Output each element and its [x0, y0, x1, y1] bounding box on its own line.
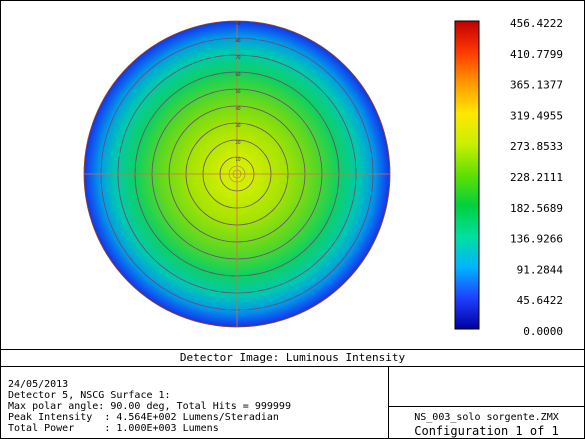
- chart-title: Detector Image: Luminous Intensity: [1, 349, 584, 367]
- ring-label: 30: [235, 123, 241, 128]
- polar-detector-plot: 90 80 70 60 50 40 30 20 10 456.4222 410.7799 365.1…: [83, 17, 563, 338]
- info-peak-intensity: Peak Intensity : 4.564E+002 Lumens/Stera…: [8, 412, 279, 423]
- ring-label: 20: [235, 140, 241, 145]
- colorbar-tick-label: 273.8533: [510, 140, 563, 153]
- ring-label: 10: [235, 157, 241, 162]
- colorbar-tick-label: 136.9266: [510, 233, 563, 246]
- info-max-angle: Max polar angle: 90.00 deg, Total Hits =…: [8, 401, 291, 412]
- ring-label: 50: [235, 89, 241, 94]
- colorbar-tick-labels: 456.4222 410.7799 365.1377 319.4955 273.8533…: [510, 17, 563, 338]
- colorbar-tick-label: 456.4222: [510, 17, 563, 30]
- ring-label: 70: [235, 55, 241, 60]
- colorbar-tick-label: 91.2844: [517, 263, 564, 276]
- info-detector: Detector 5, NSCG Surface 1:: [8, 390, 171, 401]
- colorbar-tick-label: 228.2111: [510, 171, 563, 184]
- info-total-power: Total Power : 1.000E+003 Lumens: [8, 423, 219, 434]
- ring-label: 90: [235, 21, 241, 26]
- ring-label: 80: [235, 38, 241, 43]
- ring-label: 40: [235, 106, 241, 111]
- info-date: 24/05/2013: [8, 379, 69, 390]
- colorbar-tick-label: 182.5689: [510, 202, 563, 215]
- colorbar-tick-label: 45.6422: [517, 294, 563, 307]
- configuration-label: Configuration 1 of 1: [414, 424, 559, 438]
- file-name: NS_003_solo sorgente.ZMX: [414, 412, 559, 423]
- polar-ring-labels: 90 80 70 60 50 40 30 20 10: [235, 21, 241, 162]
- colorbar-tick-label: 0.0000: [523, 325, 563, 338]
- colorbar-tick-label: 365.1377: [510, 79, 563, 92]
- info-panel: 24/05/2013 Detector 5, NSCG Surface 1: M…: [1, 366, 389, 438]
- ring-label: 60: [235, 72, 241, 77]
- colorbar-tick-label: 319.4955: [510, 109, 563, 122]
- colorbar: [454, 20, 480, 330]
- file-info-box: NS_003_solo sorgente.ZMX Configuration 1…: [389, 406, 584, 439]
- colorbar-tick-label: 410.7799: [510, 48, 563, 61]
- polar-grid-spokes: [84, 21, 390, 327]
